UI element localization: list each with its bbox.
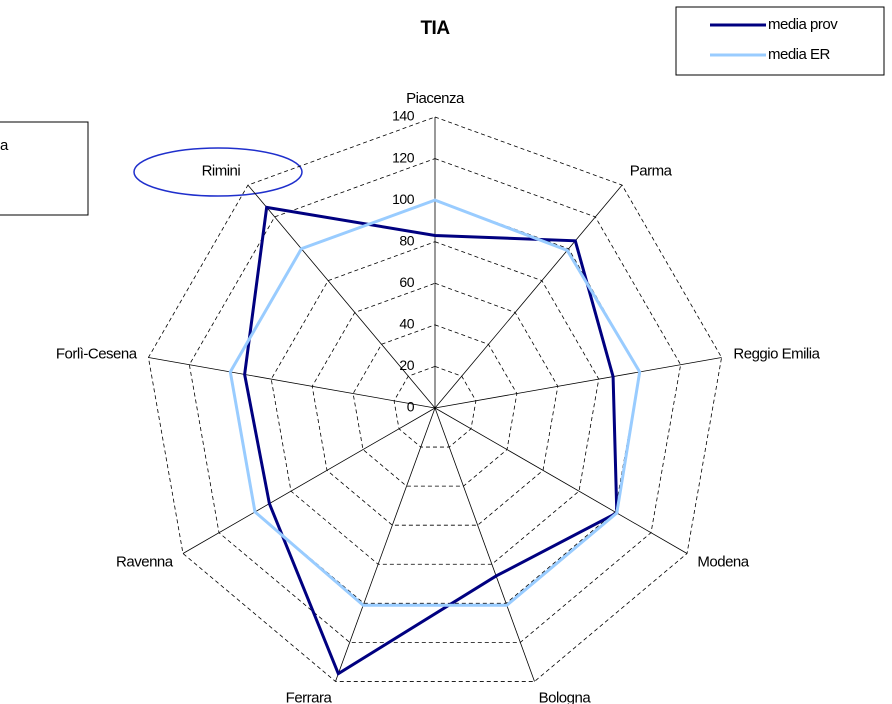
y-tick-label: 120 [392,149,415,165]
spoke [247,184,436,409]
spoke [434,407,688,554]
category-label: Ravenna [116,553,174,570]
chart-title: TIA [420,18,450,39]
category-label: Modena [697,553,749,570]
y-tick-label: 0 [407,399,415,415]
category-label: Reggio Emilia [733,345,820,362]
y-tick-label: 40 [399,316,414,332]
y-tick-label: 20 [399,357,414,373]
y-tick-label: 80 [399,232,414,248]
category-label: Piacenza [406,90,465,107]
spoke [182,407,436,554]
grid-line [352,324,518,487]
series-line [243,205,619,676]
series-line [228,198,642,607]
y-tick-label: 140 [392,108,415,124]
y-tick-label: 60 [399,274,414,290]
grid-line [148,116,722,682]
spoke [434,184,623,409]
spoke [335,407,436,682]
category-label: Rimini [202,162,241,179]
category-label: Ferrara [286,689,333,704]
grid-line [393,366,477,448]
spoke [148,357,436,409]
clipped-box-text: a [0,137,9,154]
category-label: Parma [630,162,673,179]
clipped-box [0,121,89,216]
legend-label: media ER [768,46,831,63]
grid-line [188,158,682,643]
category-label: Bologna [539,689,592,704]
spoke [434,357,722,409]
highlight-ellipse [133,147,303,197]
spoke [434,407,535,682]
y-tick-label: 100 [392,191,415,207]
legend [675,6,885,76]
legend-label: media prov [768,16,838,33]
category-label: Forlì-Cesena [56,345,138,362]
grid-line [311,282,559,526]
grid-line [270,241,600,565]
